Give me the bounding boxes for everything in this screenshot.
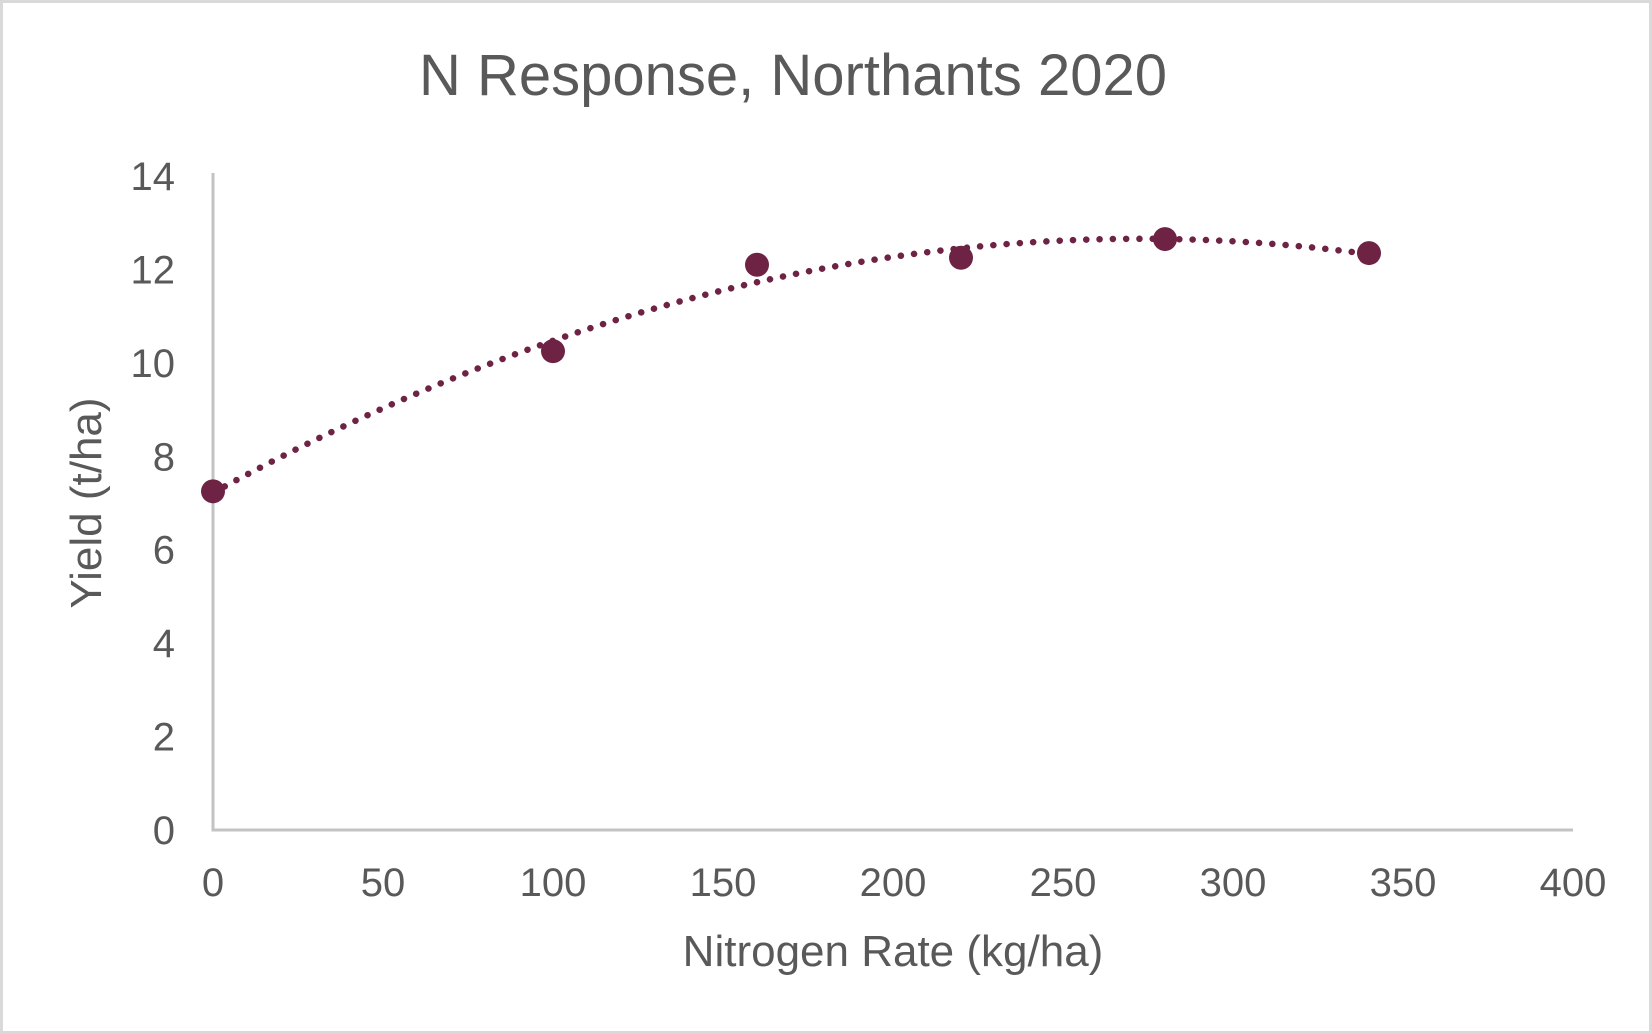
x-tick-label: 100 [520, 861, 587, 905]
data-point-marker [201, 479, 225, 504]
x-axis-title: Nitrogen Rate (kg/ha) [682, 927, 1104, 976]
x-tick-label: 200 [860, 861, 927, 905]
trendline [209, 235, 1373, 497]
chart-title: N Response, Northants 2020 [419, 43, 1167, 108]
x-tick-label: 300 [1200, 861, 1267, 905]
data-point-marker [745, 252, 769, 277]
x-tick-label: 350 [1370, 861, 1437, 905]
data-points [201, 227, 1381, 504]
data-point-marker [1357, 241, 1381, 266]
y-tick-label: 4 [153, 622, 175, 666]
y-tick-label: 6 [153, 529, 175, 573]
y-tick-label: 0 [153, 809, 175, 853]
x-tick-label: 150 [690, 861, 757, 905]
x-tick-labels: 0 50 100 150 200 250 300 350 400 [202, 861, 1607, 905]
y-tick-label: 12 [131, 248, 176, 292]
data-point-marker [1153, 227, 1177, 252]
y-axis-title: Yield (t/ha) [62, 397, 111, 609]
x-tick-label: 0 [202, 861, 224, 905]
y-tick-label: 8 [153, 435, 175, 479]
y-tick-label: 14 [131, 155, 176, 199]
x-tick-label: 50 [361, 861, 406, 905]
y-tick-labels: 0 2 4 6 8 10 12 14 [131, 155, 176, 853]
y-tick-label: 10 [131, 342, 176, 386]
data-point-marker [541, 339, 565, 364]
y-tick-label: 2 [153, 716, 175, 760]
plot-area: 0 50 100 150 200 250 300 350 400 0 2 4 6 8 10 12 14 [131, 155, 1607, 905]
x-tick-label: 250 [1030, 861, 1097, 905]
x-tick-label: 400 [1540, 861, 1607, 905]
data-point-marker [949, 245, 973, 270]
